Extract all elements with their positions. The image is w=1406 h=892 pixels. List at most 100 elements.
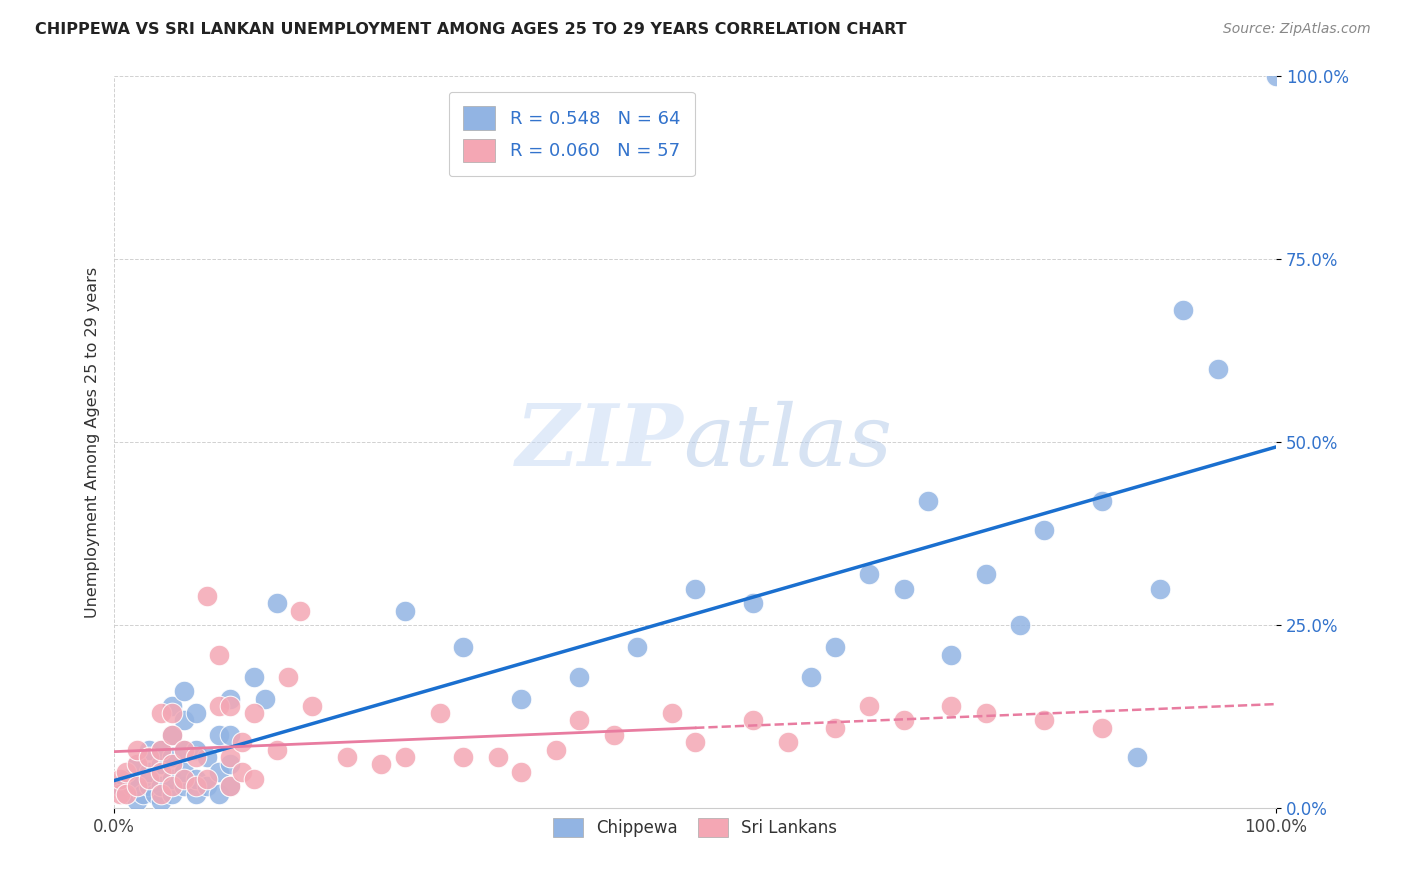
Point [149,787,172,801]
Point [162,728,184,742]
Point [277,669,299,683]
Point [108,772,131,786]
Point [127,757,149,772]
Point [939,698,962,713]
Point [1010,618,1032,632]
Point [242,706,264,721]
Point [149,757,172,772]
Point [149,794,172,808]
Point [288,603,311,617]
Point [509,764,531,779]
Point [974,706,997,721]
Point [1032,523,1054,537]
Point [219,698,242,713]
Legend: Chippewa, Sri Lankans: Chippewa, Sri Lankans [547,812,844,844]
Point [231,735,253,749]
Point [162,750,184,764]
Point [939,648,962,662]
Point [162,728,184,742]
Point [195,750,218,764]
Point [824,721,846,735]
Point [173,743,195,757]
Point [893,582,915,596]
Point [370,757,392,772]
Point [195,589,218,603]
Point [184,750,207,764]
Point [509,691,531,706]
Point [195,772,218,786]
Point [858,566,880,581]
Point [173,780,195,794]
Point [195,780,218,794]
Point [800,669,823,683]
Point [661,706,683,721]
Point [1265,69,1288,83]
Point [1091,721,1114,735]
Point [394,750,416,764]
Point [162,706,184,721]
Text: CHIPPEWA VS SRI LANKAN UNEMPLOYMENT AMONG AGES 25 TO 29 YEARS CORRELATION CHART: CHIPPEWA VS SRI LANKAN UNEMPLOYMENT AMON… [35,22,907,37]
Point [568,669,591,683]
Point [173,684,195,698]
Point [1125,750,1147,764]
Point [149,764,172,779]
Point [683,582,706,596]
Point [301,698,323,713]
Point [208,728,231,742]
Text: Source: ZipAtlas.com: Source: ZipAtlas.com [1223,22,1371,37]
Point [974,566,997,581]
Point [603,728,626,742]
Point [127,743,149,757]
Point [242,772,264,786]
Y-axis label: Unemployment Among Ages 25 to 29 years: Unemployment Among Ages 25 to 29 years [86,267,100,617]
Point [1091,493,1114,508]
Point [219,728,242,742]
Point [127,780,149,794]
Point [149,743,172,757]
Text: atlas: atlas [683,401,893,483]
Point [173,714,195,728]
Text: ZIP: ZIP [516,401,683,483]
Point [568,714,591,728]
Point [127,757,149,772]
Point [231,764,253,779]
Point [121,780,143,794]
Point [219,780,242,794]
Point [778,735,800,749]
Point [162,757,184,772]
Point [266,743,288,757]
Point [162,698,184,713]
Point [208,698,231,713]
Point [184,787,207,801]
Point [1149,582,1171,596]
Point [219,757,242,772]
Point [108,787,131,801]
Point [138,750,160,764]
Point [149,780,172,794]
Point [208,787,231,801]
Point [683,735,706,749]
Point [138,780,160,794]
Point [149,706,172,721]
Point [108,780,131,794]
Point [184,772,207,786]
Point [114,764,136,779]
Point [893,714,915,728]
Point [162,787,184,801]
Point [451,640,474,655]
Point [138,764,160,779]
Point [858,698,880,713]
Point [173,743,195,757]
Point [544,743,567,757]
Point [266,596,288,610]
Point [824,640,846,655]
Point [1171,303,1194,318]
Point [742,596,765,610]
Point [114,772,136,786]
Point [917,493,939,508]
Point [742,714,765,728]
Point [208,648,231,662]
Point [1206,361,1229,376]
Point [429,706,451,721]
Point [486,750,509,764]
